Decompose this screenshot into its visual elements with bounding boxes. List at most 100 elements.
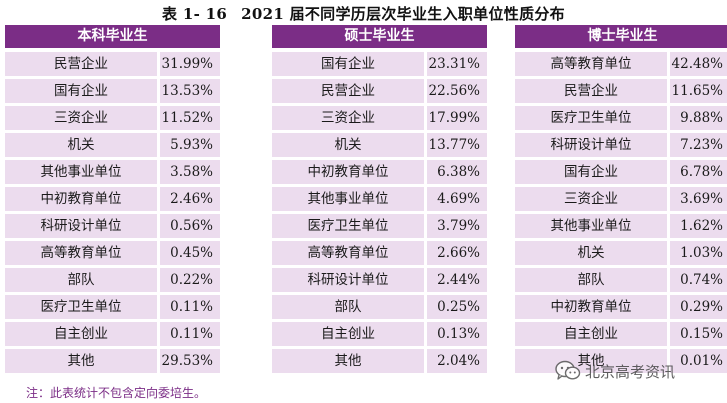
row-value: 13.77% xyxy=(427,133,487,157)
row-value: 2.46% xyxy=(160,187,220,211)
table-row: 其他 29.53% xyxy=(5,349,220,373)
row-value: 9.88% xyxy=(670,106,727,130)
table-row: 其他 2.04% xyxy=(272,349,487,373)
row-value: 29.53% xyxy=(160,349,220,373)
row-name: 医疗卫生单位 xyxy=(5,295,160,319)
row-name: 中初教育单位 xyxy=(515,295,670,319)
panel-doctor: 博士毕业生 高等教育单位 42.48% 民营企业 11.65% 医疗卫生单位 9.88… xyxy=(515,25,727,376)
table-row: 自主创业 0.11% xyxy=(5,322,220,346)
table-title-text: 2021 届不同学历层次毕业生入职单位性质分布 xyxy=(241,5,565,23)
row-value: 31.99% xyxy=(160,52,220,76)
row-value: 22.56% xyxy=(427,79,487,103)
watermark-text: 北京高考资讯 xyxy=(585,362,676,381)
row-value: 4.69% xyxy=(427,187,487,211)
row-name: 高等教育单位 xyxy=(272,241,427,265)
data-table: 国有企业 23.31% 民营企业 22.56% 三资企业 17.99% 机关 13.77… xyxy=(272,49,487,376)
row-name: 民营企业 xyxy=(272,79,427,103)
row-name: 机关 xyxy=(272,133,427,157)
row-name: 其他 xyxy=(272,349,427,373)
table-row: 其他 0.01% xyxy=(515,349,727,373)
row-value: 0.22% xyxy=(160,268,220,292)
row-name: 三资企业 xyxy=(515,187,670,211)
row-value: 3.58% xyxy=(160,160,220,184)
row-name: 民营企业 xyxy=(5,52,160,76)
row-value: 3.79% xyxy=(427,214,487,238)
table-row: 高等教育单位 2.66% xyxy=(272,241,487,265)
row-value: 0.45% xyxy=(160,241,220,265)
table-row: 科研设计单位 0.56% xyxy=(5,214,220,238)
table-row: 中初教育单位 2.46% xyxy=(5,187,220,211)
row-name: 其他 xyxy=(515,349,670,373)
table-row: 其他事业单位 1.62% xyxy=(515,214,727,238)
row-name: 三资企业 xyxy=(272,106,427,130)
row-value: 0.29% xyxy=(670,295,727,319)
table-row: 科研设计单位 7.23% xyxy=(515,133,727,157)
row-name: 中初教育单位 xyxy=(272,160,427,184)
table-row: 其他事业单位 4.69% xyxy=(272,187,487,211)
row-value: 0.13% xyxy=(427,322,487,346)
table-row: 部队 0.25% xyxy=(272,295,487,319)
row-name: 部队 xyxy=(272,295,427,319)
row-name: 民营企业 xyxy=(515,79,670,103)
row-value: 6.38% xyxy=(427,160,487,184)
data-table: 民营企业 31.99% 国有企业 13.53% 三资企业 11.52% 机关 5.93%… xyxy=(5,49,220,376)
row-value: 3.69% xyxy=(670,187,727,211)
table-row: 自主创业 0.13% xyxy=(272,322,487,346)
row-value: 6.78% xyxy=(670,160,727,184)
table-row: 机关 13.77% xyxy=(272,133,487,157)
row-name: 三资企业 xyxy=(5,106,160,130)
table-number: 表 1- 16 xyxy=(162,5,228,23)
table-row: 三资企业 17.99% xyxy=(272,106,487,130)
table-row: 中初教育单位 6.38% xyxy=(272,160,487,184)
table-row: 部队 0.74% xyxy=(515,268,727,292)
row-name: 医疗卫生单位 xyxy=(272,214,427,238)
watermark: 北京高考资讯 xyxy=(555,360,725,382)
row-value: 23.31% xyxy=(427,52,487,76)
row-name: 其他事业单位 xyxy=(515,214,670,238)
table-row: 医疗卫生单位 9.88% xyxy=(515,106,727,130)
row-value: 0.01% xyxy=(670,349,727,373)
table-row: 医疗卫生单位 3.79% xyxy=(272,214,487,238)
row-value: 11.52% xyxy=(160,106,220,130)
row-value: 0.56% xyxy=(160,214,220,238)
wechat-icon xyxy=(555,360,581,380)
row-name: 国有企业 xyxy=(272,52,427,76)
table-row: 民营企业 31.99% xyxy=(5,52,220,76)
data-table: 高等教育单位 42.48% 民营企业 11.65% 医疗卫生单位 9.88% 科研设计… xyxy=(515,49,727,376)
row-value: 5.93% xyxy=(160,133,220,157)
row-name: 其他事业单位 xyxy=(5,160,160,184)
table-row: 机关 1.03% xyxy=(515,241,727,265)
row-name: 科研设计单位 xyxy=(5,214,160,238)
panel-bachelor: 本科毕业生 民营企业 31.99% 国有企业 13.53% 三资企业 11.52% 机… xyxy=(5,25,220,376)
row-name: 国有企业 xyxy=(515,160,670,184)
table-row: 高等教育单位 0.45% xyxy=(5,241,220,265)
row-name: 国有企业 xyxy=(5,79,160,103)
row-name: 中初教育单位 xyxy=(5,187,160,211)
table-row: 国有企业 6.78% xyxy=(515,160,727,184)
table-row: 自主创业 0.15% xyxy=(515,322,727,346)
row-value: 0.74% xyxy=(670,268,727,292)
panel-header: 博士毕业生 xyxy=(515,25,727,48)
table-row: 科研设计单位 2.44% xyxy=(272,268,487,292)
row-name: 科研设计单位 xyxy=(515,133,670,157)
row-value: 11.65% xyxy=(670,79,727,103)
row-name: 医疗卫生单位 xyxy=(515,106,670,130)
table-row: 民营企业 22.56% xyxy=(272,79,487,103)
row-name: 机关 xyxy=(515,241,670,265)
table-row: 机关 5.93% xyxy=(5,133,220,157)
row-value: 0.15% xyxy=(670,322,727,346)
row-name: 其他 xyxy=(5,349,160,373)
row-value: 17.99% xyxy=(427,106,487,130)
row-value: 2.04% xyxy=(427,349,487,373)
row-name: 部队 xyxy=(5,268,160,292)
row-name: 部队 xyxy=(515,268,670,292)
row-value: 13.53% xyxy=(160,79,220,103)
row-value: 0.11% xyxy=(160,322,220,346)
panel-master: 硕士毕业生 国有企业 23.31% 民营企业 22.56% 三资企业 17.99% 机… xyxy=(272,25,487,376)
row-value: 0.25% xyxy=(427,295,487,319)
row-name: 自主创业 xyxy=(272,322,427,346)
row-value: 0.11% xyxy=(160,295,220,319)
row-name: 高等教育单位 xyxy=(515,52,670,76)
row-name: 自主创业 xyxy=(515,322,670,346)
table-row: 三资企业 11.52% xyxy=(5,106,220,130)
